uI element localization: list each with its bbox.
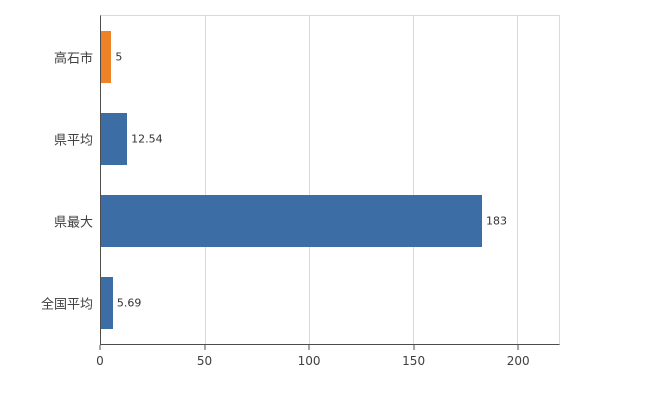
- bar: [101, 31, 112, 83]
- gridline: [309, 16, 311, 344]
- x-tick-label: 150: [402, 354, 426, 368]
- category-label: 県平均: [53, 133, 93, 149]
- value-label: 5: [115, 50, 123, 64]
- x-tick-mark: [413, 345, 415, 350]
- x-tick-mark: [517, 345, 519, 350]
- category-label: 全国平均: [40, 297, 93, 313]
- bar: [101, 277, 113, 329]
- x-tick-label: 50: [196, 354, 213, 368]
- bar-row: 県平均 12.54: [54, 98, 559, 180]
- bar-row: 全国平均 5.69: [41, 262, 559, 344]
- x-tick-mark: [99, 345, 101, 350]
- gridline: [517, 16, 519, 344]
- x-axis: 0 50 100 150 200: [96, 345, 560, 375]
- value-label: 5.69: [116, 296, 142, 310]
- gridline: [413, 16, 415, 344]
- category-label: 高石市: [53, 51, 93, 67]
- value-label: 183: [485, 214, 507, 228]
- bar: [101, 195, 482, 247]
- x-tick-mark: [204, 345, 206, 350]
- bar: [101, 113, 128, 165]
- category-label: 県最大: [53, 215, 93, 231]
- gridline: [205, 16, 207, 344]
- bar-row: 県最大 183: [54, 180, 559, 262]
- plot-area: 高石市 5 県平均 12.54 県最大 183 全国平均 5.69: [41, 15, 560, 345]
- x-tick-label: 200: [506, 354, 530, 368]
- value-label: 12.54: [131, 132, 163, 146]
- x-tick-mark: [308, 345, 310, 350]
- x-tick-label: 0: [96, 354, 104, 368]
- bar-row: 高石市 5: [54, 16, 559, 98]
- x-tick-label: 100: [297, 354, 321, 368]
